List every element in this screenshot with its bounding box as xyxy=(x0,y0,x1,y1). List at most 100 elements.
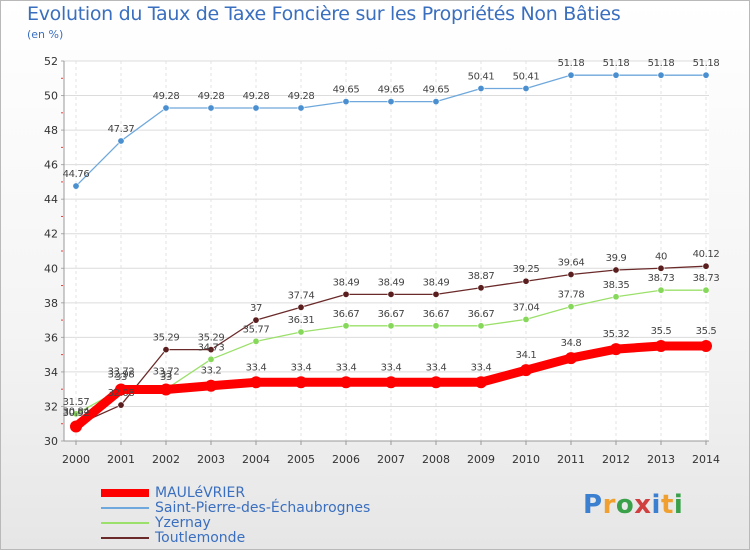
data-label-yzernay-2012: 38.35 xyxy=(603,280,630,291)
data-point-mauleVrier-2003 xyxy=(205,379,217,392)
data-label-yzernay-2011: 37.78 xyxy=(558,290,585,301)
data-label-toutlemonde-2001: 32.08 xyxy=(108,388,135,399)
logo-letter: x xyxy=(634,490,652,520)
data-label-yzernay-2004: 35.77 xyxy=(243,324,270,335)
data-point-mauleVrier-2000 xyxy=(70,420,82,433)
data-point-mauleVrier-2006 xyxy=(340,376,352,389)
data-label-saint-pierre-2008: 49.65 xyxy=(423,85,450,96)
data-point-saint-pierre-2012 xyxy=(612,71,620,79)
data-point-saint-pierre-2011 xyxy=(567,71,575,79)
data-point-mauleVrier-2011 xyxy=(565,352,577,365)
data-point-toutlemonde-2009 xyxy=(477,284,485,292)
y-tick-label-46: 46 xyxy=(44,159,58,172)
y-tick-label-44: 44 xyxy=(44,193,58,206)
data-point-saint-pierre-2004 xyxy=(252,104,260,112)
data-point-saint-pierre-2002 xyxy=(162,104,170,112)
data-label-toutlemonde-2012: 39.9 xyxy=(606,253,627,264)
data-label-yzernay-2008: 36.67 xyxy=(423,309,450,320)
data-label-saint-pierre-2005: 49.28 xyxy=(288,91,315,102)
y-tick-label-40: 40 xyxy=(44,262,58,275)
data-point-mauleVrier-2014 xyxy=(700,340,712,352)
data-point-mauleVrier-2005 xyxy=(295,376,307,389)
y-tick-label-50: 50 xyxy=(44,90,58,103)
data-point-toutlemonde-2002 xyxy=(162,346,170,354)
data-label-yzernay-2001: 33 xyxy=(115,372,127,383)
data-label-mauleVrier-2012: 35.32 xyxy=(603,329,630,340)
y-tick-label-34: 34 xyxy=(44,366,58,379)
data-point-yzernay-2010 xyxy=(522,315,530,323)
data-point-toutlemonde-2003 xyxy=(207,346,215,354)
data-label-toutlemonde-2010: 39.25 xyxy=(513,264,540,275)
data-point-saint-pierre-2008 xyxy=(432,98,440,106)
data-label-extra-2001: 33.72 xyxy=(108,367,135,378)
data-point-toutlemonde-2012 xyxy=(612,266,620,274)
data-label-mauleVrier-2007: 33.4 xyxy=(381,362,402,373)
y-tick-label-48: 48 xyxy=(44,124,58,137)
data-label-mauleVrier-2013: 35.5 xyxy=(651,326,672,337)
data-point-yzernay-2011 xyxy=(567,303,575,311)
data-point-mauleVrier-2012 xyxy=(610,343,622,356)
data-label-mauleVrier-2010: 34.1 xyxy=(516,350,537,361)
data-label-mauleVrier-2011: 34.8 xyxy=(561,338,582,349)
data-label-toutlemonde-2006: 38.49 xyxy=(333,277,360,288)
data-point-saint-pierre-2009 xyxy=(477,84,485,92)
data-label-yzernay-2007: 36.67 xyxy=(378,309,405,320)
y-tick-label-52: 52 xyxy=(44,55,58,68)
legend-item-saint-pierre: Saint-Pierre-des-Échaubrognes xyxy=(101,500,421,516)
data-point-toutlemonde-2013 xyxy=(657,264,665,272)
logo-letter: i xyxy=(673,490,684,520)
data-label-mauleVrier-2003: 33.2 xyxy=(201,366,222,377)
data-label-mauleVrier-2009: 33.4 xyxy=(471,362,492,373)
data-point-toutlemonde-2014 xyxy=(702,262,710,270)
data-point-toutlemonde-2007 xyxy=(387,290,395,298)
legend-swatch-mauleVrier xyxy=(101,489,149,497)
legend-label-saint-pierre: Saint-Pierre-des-Échaubrognes xyxy=(155,500,371,516)
data-label-saint-pierre-2010: 50.41 xyxy=(513,71,540,82)
proxiti-logo: Proxiti xyxy=(583,490,683,520)
logo-letter: P xyxy=(583,490,603,520)
data-label-toutlemonde-2008: 38.49 xyxy=(423,277,450,288)
data-label-toutlemonde-2005: 37.74 xyxy=(288,290,315,301)
data-point-yzernay-2005 xyxy=(297,328,305,336)
x-tick-label-2002: 2002 xyxy=(152,453,180,466)
y-axis-unit-label: (en %) xyxy=(27,28,64,41)
data-label-yzernay-2009: 36.67 xyxy=(468,309,495,320)
data-label-toutlemonde-2007: 38.49 xyxy=(378,277,405,288)
data-point-mauleVrier-2013 xyxy=(655,340,667,352)
data-label-yzernay-2000: 31.57 xyxy=(63,397,90,408)
data-point-saint-pierre-2010 xyxy=(522,84,530,92)
data-point-saint-pierre-2005 xyxy=(297,104,305,112)
data-label-saint-pierre-2012: 51.18 xyxy=(603,58,630,69)
data-label-saint-pierre-2013: 51.18 xyxy=(648,58,675,69)
logo-letter: o xyxy=(615,490,635,520)
data-label-yzernay-2005: 36.31 xyxy=(288,315,315,326)
x-tick-label-2009: 2009 xyxy=(467,453,495,466)
data-label-yzernay-2013: 38.73 xyxy=(648,273,675,284)
x-tick-label-2013: 2013 xyxy=(647,453,675,466)
x-tick-label-2000: 2000 xyxy=(62,453,90,466)
data-point-mauleVrier-2004 xyxy=(250,376,262,389)
legend-item-yzernay: Yzernay xyxy=(101,515,421,531)
data-label-yzernay-2014: 38.73 xyxy=(693,273,720,284)
data-point-mauleVrier-2007 xyxy=(385,376,397,389)
data-label-saint-pierre-2009: 50.41 xyxy=(468,71,495,82)
x-tick-label-2008: 2008 xyxy=(422,453,450,466)
data-label-mauleVrier-2000: 30.84 xyxy=(63,406,90,417)
x-tick-label-2003: 2003 xyxy=(197,453,225,466)
chart-title: Evolution du Taux de Taxe Foncière sur l… xyxy=(27,3,621,25)
data-point-yzernay-2006 xyxy=(342,322,350,330)
legend-swatch-saint-pierre xyxy=(101,507,149,509)
data-label-yzernay-2002: 33 xyxy=(160,372,172,383)
y-tick-label-38: 38 xyxy=(44,297,58,310)
data-label-mauleVrier-2002: 33 xyxy=(160,370,172,381)
data-label-mauleVrier-2006: 33.4 xyxy=(336,362,357,373)
data-point-yzernay-2014 xyxy=(702,286,710,294)
x-tick-label-2014: 2014 xyxy=(692,453,720,466)
x-tick-label-2011: 2011 xyxy=(557,453,585,466)
x-tick-label-2004: 2004 xyxy=(242,453,270,466)
data-point-mauleVrier-2001 xyxy=(115,383,127,396)
legend-label-toutlemonde: Toutlemonde xyxy=(155,530,246,546)
x-tick-label-2005: 2005 xyxy=(287,453,315,466)
